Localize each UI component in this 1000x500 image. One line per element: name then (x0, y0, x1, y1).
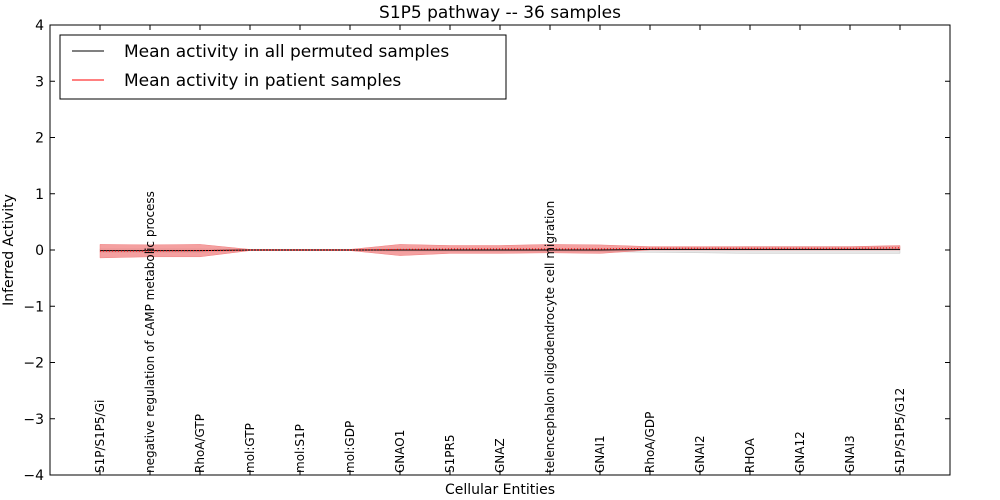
x-tick-label: S1PR5 (443, 435, 457, 473)
x-tick-label: GNAI3 (843, 435, 857, 473)
x-tick-label: GNAO1 (393, 430, 407, 473)
legend: Mean activity in all permuted samples Me… (59, 34, 507, 100)
y-tick-label: 2 (35, 131, 44, 147)
y-axis-ticks: 4 3 2 1 0 −1 −2 −3 −4 (23, 18, 950, 484)
x-tick-label: GNAI2 (693, 435, 707, 473)
x-tick-label: mol:S1P (293, 424, 307, 473)
y-tick-label: 1 (35, 187, 44, 203)
y-tick-label: −1 (23, 299, 44, 315)
x-tick-label: S1P/S1P5/G12 (893, 388, 907, 473)
legend-label-permuted: Mean activity in all permuted samples (124, 42, 449, 62)
x-tick-label: RHOA (743, 437, 757, 473)
y-tick-label: 3 (35, 74, 44, 90)
line-permuted (100, 248, 900, 252)
x-tick-labels: S1P/S1P5/Gi negative regulation of cAMP m… (93, 25, 907, 475)
x-axis-label: Cellular Entities (445, 482, 555, 498)
y-tick-label: 0 (35, 243, 44, 259)
y-tick-label: −2 (23, 356, 44, 372)
x-tick-label: RhoA/GTP (193, 414, 207, 473)
x-tick-label: negative regulation of cAMP metabolic pr… (143, 191, 157, 473)
y-tick-label: −4 (23, 468, 44, 484)
x-tick-label: mol:GDP (343, 421, 357, 473)
x-tick-label: GNAI1 (593, 435, 607, 473)
line-patient (100, 247, 901, 252)
band-patient (99, 244, 901, 259)
confidence-bands (99, 244, 901, 259)
x-tick-label: telencephalon oligodendrocyte cell migra… (543, 201, 557, 473)
x-tick-label: mol:GTP (243, 423, 257, 473)
x-tick-label: S1P/S1P5/Gi (93, 400, 107, 473)
y-axis-label: Inferred Activity (1, 194, 17, 306)
series-lines (100, 247, 901, 252)
legend-label-patient: Mean activity in patient samples (124, 71, 401, 91)
y-tick-label: −3 (23, 412, 44, 428)
y-tick-label: 4 (35, 18, 44, 34)
chart-title: S1P5 pathway -- 36 samples (379, 3, 621, 23)
legend-box (59, 34, 507, 100)
x-tick-label: RhoA/GDP (643, 412, 657, 473)
plot-frame (49, 24, 951, 476)
x-tick-label: GNA12 (793, 431, 807, 473)
x-tick-label: GNAZ (493, 438, 507, 473)
